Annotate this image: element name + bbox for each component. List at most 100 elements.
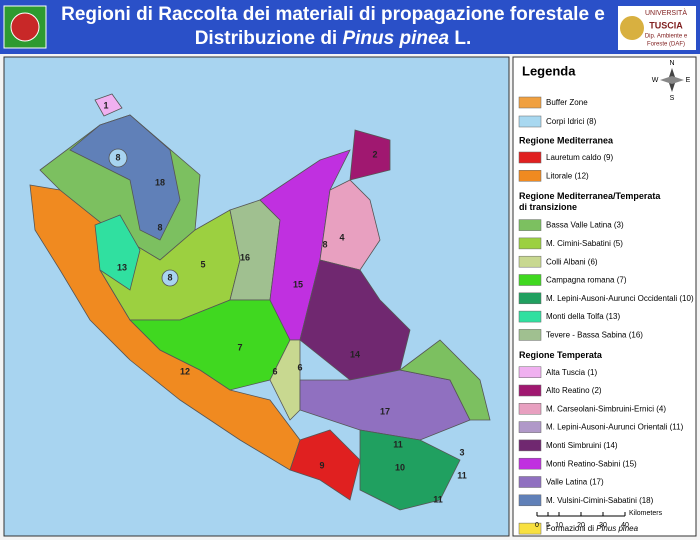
legend-swatch	[518, 476, 542, 488]
region-label: 6	[272, 366, 277, 376]
region-label: 9	[319, 460, 324, 470]
region-1	[94, 93, 123, 117]
logo-text: TUSCIA	[649, 20, 683, 30]
title-part: L.	[449, 28, 471, 49]
scale-tick-label: 20	[577, 522, 585, 529]
legend-label: Litorale (12)	[546, 171, 589, 180]
title-part: Distribuzione di	[195, 28, 343, 49]
legend-swatch	[518, 255, 542, 268]
scale-tick-label: 10	[555, 522, 563, 529]
region-label: 8	[167, 272, 172, 282]
region-3	[399, 339, 491, 421]
legend-swatch	[518, 439, 542, 452]
region-7	[129, 299, 291, 391]
region-label: 15	[293, 279, 303, 289]
compass-rose	[660, 76, 684, 84]
compass-letter: S	[670, 95, 675, 102]
legend-title: Legenda	[522, 63, 576, 78]
map	[29, 93, 491, 511]
region-label: 3	[459, 447, 464, 457]
legend-label: Alto Reatino (2)	[546, 386, 602, 395]
scale-unit: Kilometers	[629, 510, 663, 517]
legend-swatch	[518, 457, 542, 470]
region-18	[69, 114, 181, 241]
legend-label-part: Formazioni di	[546, 524, 596, 533]
region-label: 5	[200, 259, 205, 269]
legend-swatch	[518, 237, 542, 250]
legend-swatch	[518, 421, 542, 433]
logo-text: Foreste (DAF)	[647, 42, 685, 48]
legend-label: M. Lepini-Ausoni-Aurunci Orientali (11)	[546, 423, 684, 432]
legend-swatch	[518, 366, 542, 378]
logo-text: UNIVERSITÀ	[645, 8, 687, 17]
region-label: 7	[237, 342, 242, 352]
region-label: 1	[103, 100, 108, 110]
region-label: 8	[322, 239, 327, 249]
scale-tick-label: 30	[599, 522, 607, 529]
logo-text: Dip. Ambiente e	[645, 34, 688, 40]
region-10	[359, 429, 461, 511]
legend-swatch	[518, 151, 542, 164]
scale-tick-label: 0	[535, 522, 539, 529]
legend-swatch	[518, 115, 542, 128]
legend-swatch	[518, 96, 542, 109]
region-label: 17	[380, 406, 390, 416]
legend-swatch	[518, 494, 542, 507]
region-2	[349, 129, 391, 181]
legend-label: Alta Tuscia (1)	[546, 368, 597, 377]
region-14	[299, 259, 411, 381]
legend-heading: Regione Temperata	[519, 350, 603, 360]
legend-label: Valle Latina (17)	[546, 478, 604, 487]
legend-heading: Regione Mediterranea	[519, 135, 614, 145]
compass-letter: W	[652, 77, 659, 84]
header-band	[0, 0, 700, 54]
legend-label: Campagna romana (7)	[546, 276, 627, 285]
legend: N S E W Buffer Zone Corpi Idrici (8) Regione M…	[518, 60, 694, 535]
compass-letter: N	[669, 60, 674, 67]
legend-swatch	[518, 522, 542, 535]
region-label: 12	[180, 366, 190, 376]
region-label: 13	[117, 262, 127, 272]
logo-emblem	[10, 12, 40, 42]
region-label: 4	[339, 232, 344, 242]
compass-letter: E	[686, 77, 691, 84]
legend-swatch	[518, 170, 542, 182]
legend-heading: di transizione	[519, 202, 577, 212]
region-label: 8	[157, 222, 162, 232]
scale-tick-label: 5	[546, 522, 550, 529]
region-label: 14	[350, 349, 360, 359]
legend-label: M. Cimini-Sabatini (5)	[546, 239, 623, 248]
legend-label: Buffer Zone	[546, 98, 588, 107]
title: Distribuzione di Pinus pinea L.	[195, 28, 472, 49]
lake	[161, 269, 179, 287]
region-label: 2	[372, 149, 377, 159]
region-label: 18	[155, 177, 165, 187]
title: Regioni di Raccolta dei materiali di pro…	[61, 4, 605, 25]
lake	[108, 148, 128, 168]
region-label: 8	[115, 152, 120, 162]
legend-swatch	[518, 292, 542, 305]
legend-label: Bassa Valle Latina (3)	[546, 221, 624, 230]
legend-label: M. Carseolani-Simbruini-Ernici (4)	[546, 404, 666, 413]
legend-swatch	[518, 310, 542, 323]
legend-swatch	[518, 403, 542, 415]
region-label: 16	[240, 252, 250, 262]
legend-label: Colli Albani (6)	[546, 257, 598, 266]
region-label: 6	[297, 362, 302, 372]
legend-swatch	[518, 219, 542, 231]
legend-label: Formazioni di Pinus pinea	[546, 524, 639, 533]
legend-swatch	[518, 384, 542, 397]
legend-label: M. Lepini-Ausoni-Aurunci Occidentali (10…	[546, 294, 694, 303]
legend-heading: Regione Mediterranea/Temperata	[519, 191, 661, 201]
legend-label-part: Pinus pinea	[596, 524, 638, 533]
title-part: Pinus pinea	[342, 28, 449, 49]
region-13	[94, 214, 141, 291]
legend-label: Lauretum caldo (9)	[546, 153, 613, 162]
legend-label: Corpi Idrici (8)	[546, 117, 597, 126]
legend-label: Tevere - Bassa Sabina (16)	[546, 331, 643, 340]
region-label: 11	[457, 470, 467, 480]
legend-label: Monti della Tolfa (13)	[546, 312, 620, 321]
legend-label: Monti Simbruini (14)	[546, 441, 618, 450]
